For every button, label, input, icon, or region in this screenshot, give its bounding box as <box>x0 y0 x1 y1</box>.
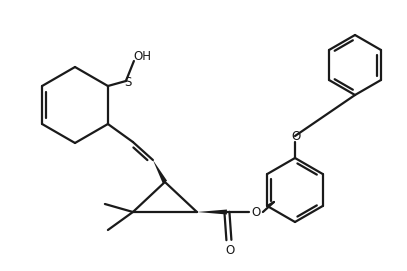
Text: S: S <box>124 76 131 89</box>
Text: O: O <box>225 244 234 256</box>
Text: O: O <box>251 205 260 218</box>
Text: OH: OH <box>133 50 151 63</box>
Text: O: O <box>291 130 301 143</box>
Polygon shape <box>197 209 227 215</box>
Polygon shape <box>153 160 167 183</box>
